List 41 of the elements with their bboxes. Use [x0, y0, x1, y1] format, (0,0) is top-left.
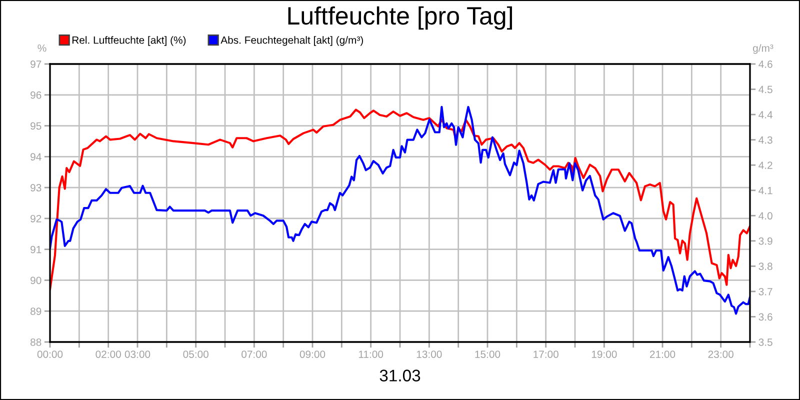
y-tick-label: 92 — [30, 214, 42, 222]
y2-tick-label: 3.7 — [758, 288, 772, 296]
x-tick-label: 03:00 — [124, 350, 150, 358]
y2-tick-label: 4.3 — [758, 136, 772, 144]
y2-tick-label: 4.5 — [758, 86, 772, 94]
y-tick-label: 95 — [30, 122, 42, 130]
y2-tick-label: 4.6 — [758, 60, 772, 68]
x-tick-label: 02:00 — [96, 350, 121, 358]
y2-tick-label: 4.4 — [758, 111, 773, 118]
y-tick-label: 88 — [30, 338, 42, 346]
y-tick-label: 91 — [30, 246, 42, 254]
y-tick-label: 90 — [30, 276, 42, 284]
y-axis-title: % — [38, 44, 46, 52]
x-axis-title: 31.03 — [380, 370, 420, 382]
y2-tick-label: 4.2 — [758, 162, 772, 169]
y2-tick-label: 3.6 — [758, 313, 772, 321]
y2-tick-label: 3.5 — [758, 338, 772, 346]
y2-tick-label: 4.0 — [758, 212, 772, 220]
x-tick-label: 13:00 — [416, 350, 442, 358]
y-tick-label: 96 — [30, 91, 42, 99]
x-tick-label: 09:00 — [300, 350, 326, 358]
x-tick-label: 00:00 — [37, 350, 63, 358]
y-tick-label: 94 — [30, 153, 42, 161]
y2-tick-label: 4.1 — [758, 186, 772, 194]
y2-tick-label: 3.9 — [758, 237, 772, 245]
x-tick-label: 21:00 — [650, 350, 676, 358]
legend-label: Abs. Feuchtegehalt [akt] (g/m³) — [220, 36, 363, 46]
legend-label: Rel. Luftfeuchte [akt] (%) — [72, 36, 186, 46]
x-tick-label: 17:00 — [534, 350, 558, 358]
x-tick-label: 11:00 — [358, 350, 384, 358]
x-tick-label: 15:00 — [475, 350, 500, 358]
y-tick-label: 93 — [30, 184, 42, 192]
x-tick-label: 07:00 — [242, 350, 267, 358]
x-tick-label: 23:00 — [708, 350, 734, 358]
chart-title: Luftfeuchte [pro Tag] — [288, 6, 512, 30]
x-tick-label: 05:00 — [183, 350, 208, 358]
x-tick-label: 19:00 — [592, 350, 617, 358]
y-tick-label: 97 — [30, 60, 42, 68]
y-tick-label: 89 — [30, 308, 42, 315]
y2-tick-label: 3.8 — [758, 262, 772, 270]
y2-axis-title: g/m³ — [753, 44, 774, 54]
